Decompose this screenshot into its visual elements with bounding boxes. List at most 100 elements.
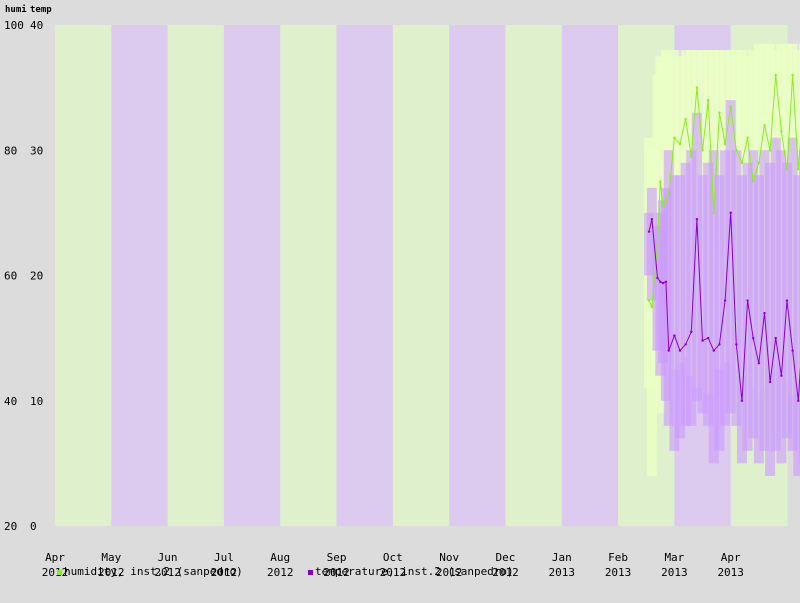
data-point	[791, 349, 794, 352]
data-point	[706, 336, 710, 340]
y-left-tick-label: 100	[4, 19, 24, 32]
data-point	[718, 343, 721, 346]
range-band-bar	[748, 150, 759, 439]
data-point	[718, 111, 721, 114]
y-right-tick-label: 0	[30, 520, 37, 533]
x-tick-month: Dec	[496, 551, 516, 564]
x-tick-year: 2012	[323, 566, 350, 579]
data-point	[656, 276, 659, 280]
data-point	[661, 281, 665, 285]
data-point	[701, 339, 704, 342]
data-point	[667, 349, 670, 352]
data-point	[774, 336, 777, 340]
x-tick-year: 2012	[211, 566, 238, 579]
x-tick-year: 2012	[42, 566, 69, 579]
data-point	[763, 311, 766, 315]
data-point	[647, 230, 651, 233]
data-point	[659, 280, 662, 283]
y-left-tick-label: 80	[4, 144, 17, 157]
x-tick-month: Sep	[327, 551, 347, 564]
x-tick-month: Aug	[270, 551, 290, 564]
month-band	[336, 25, 394, 526]
data-point	[695, 86, 699, 89]
x-tick-month: Apr	[721, 551, 741, 564]
data-point	[690, 330, 693, 334]
range-band-bar	[646, 150, 657, 476]
data-point	[701, 149, 704, 152]
range-bands	[644, 43, 800, 476]
data-point	[752, 336, 755, 340]
data-point	[729, 211, 732, 215]
range-band-bar	[686, 150, 697, 426]
y-right-tick-label: 30	[30, 144, 43, 157]
range-band-bar	[646, 187, 657, 301]
left-axis-title: humi	[5, 4, 27, 15]
x-tick-month: Oct	[383, 551, 403, 564]
data-point	[746, 136, 749, 139]
range-band-bar	[731, 150, 742, 426]
data-point	[797, 167, 800, 171]
range-band-bar	[680, 162, 691, 426]
y-left-tick-label: 60	[4, 270, 17, 283]
range-band-bar	[793, 175, 800, 476]
data-point	[678, 349, 682, 352]
data-point	[763, 124, 766, 127]
data-point	[723, 299, 727, 302]
data-point	[780, 130, 783, 133]
data-point	[647, 299, 651, 302]
x-tick-year: 2012	[436, 566, 463, 579]
data-point	[673, 334, 676, 337]
range-band-bar	[708, 150, 719, 464]
legend-label-humidity: humidity, inst.2 (sanpedro)	[64, 565, 243, 578]
range-band-bar	[765, 162, 776, 476]
data-point	[684, 343, 687, 346]
legend-swatch-temperature	[308, 569, 313, 575]
x-tick-month: Jan	[552, 551, 572, 564]
data-point	[785, 299, 789, 302]
series-lines	[647, 73, 800, 402]
range-band-bar	[759, 150, 770, 451]
range-band-bar	[663, 150, 674, 426]
month-band	[55, 25, 112, 526]
data-point	[684, 117, 687, 121]
range-band-bar	[703, 162, 714, 426]
y-right-tick-label: 40	[30, 19, 43, 32]
y-left-tick-label: 40	[4, 395, 17, 408]
data-point	[661, 205, 665, 208]
data-point	[768, 149, 772, 152]
data-point	[664, 280, 668, 283]
data-point	[740, 399, 744, 402]
data-point	[735, 149, 738, 152]
data-point	[650, 217, 654, 221]
data-point	[650, 305, 654, 309]
range-band-bar	[787, 137, 798, 451]
x-tick-year: 2012	[492, 566, 519, 579]
range-band-bar	[753, 175, 764, 464]
x-tick-year: 2012	[98, 566, 125, 579]
range-band-bar	[697, 175, 708, 414]
data-point	[791, 73, 794, 77]
y-left-tick-label: 20	[4, 520, 17, 533]
data-point	[729, 105, 732, 108]
y-right-tick-label: 10	[30, 395, 43, 408]
range-band-bar	[720, 150, 731, 426]
data-point	[723, 142, 727, 146]
data-point	[785, 167, 789, 171]
x-tick-year: 2012	[380, 566, 407, 579]
y-right-tick-label: 20	[30, 270, 43, 283]
range-band-bar	[770, 137, 781, 451]
x-tick-year: 2013	[661, 566, 688, 579]
range-band-bar	[714, 175, 725, 451]
right-axis-title: temp	[30, 5, 52, 15]
month-band	[449, 25, 506, 526]
month-band	[280, 25, 338, 526]
data-point	[752, 180, 755, 183]
data-point	[746, 299, 749, 302]
legend-swatch-humidity	[57, 569, 62, 575]
data-point	[740, 161, 744, 164]
x-tick-month: Nov	[439, 551, 459, 564]
legend-item-temperature: temperature, inst.2 (sanpedro)	[308, 565, 514, 578]
month-band	[561, 25, 619, 526]
x-tick-month: Jul	[214, 551, 234, 564]
data-point	[774, 73, 777, 77]
